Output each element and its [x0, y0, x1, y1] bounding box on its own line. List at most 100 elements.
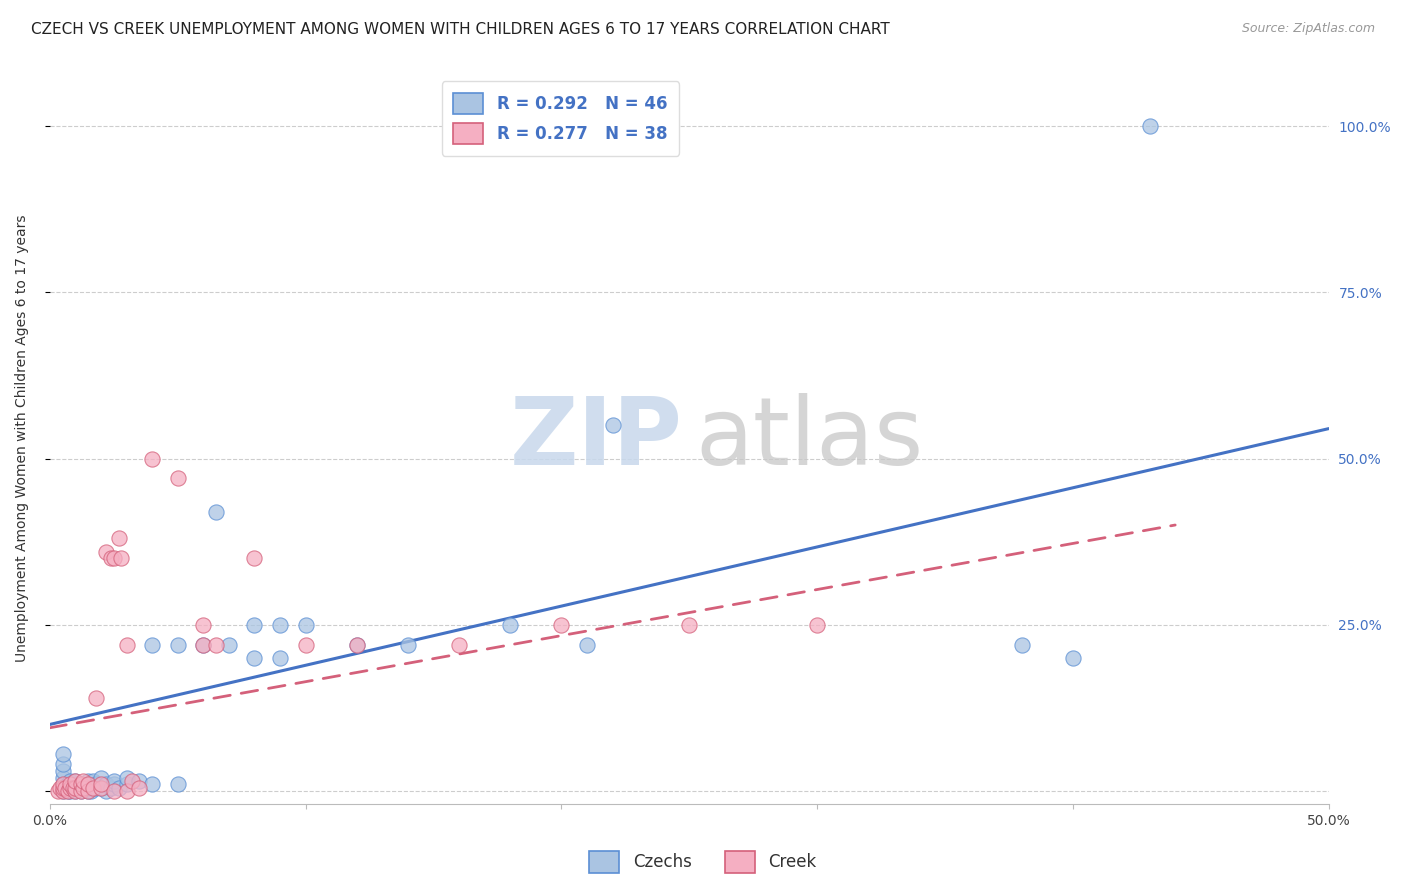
Point	[294, 617, 316, 632]
Point	[82, 774, 104, 789]
Point	[52, 780, 75, 795]
Point	[52, 764, 75, 778]
Point	[100, 551, 122, 566]
Point	[53, 780, 76, 795]
Point	[65, 780, 87, 795]
Point	[678, 617, 700, 632]
Point	[141, 451, 163, 466]
Point	[62, 777, 84, 791]
Point	[52, 784, 75, 798]
Point	[59, 777, 82, 791]
Point	[396, 638, 419, 652]
Point	[69, 784, 91, 798]
Point	[141, 638, 163, 652]
Point	[52, 747, 75, 762]
Point	[65, 774, 87, 789]
Point	[52, 777, 75, 791]
Point	[77, 777, 100, 791]
Point	[447, 638, 470, 652]
Point	[141, 777, 163, 791]
Point	[499, 617, 522, 632]
Text: Source: ZipAtlas.com: Source: ZipAtlas.com	[1241, 22, 1375, 36]
Point	[52, 777, 75, 791]
Point	[269, 651, 291, 665]
Legend: Czechs, Creek: Czechs, Creek	[582, 845, 824, 880]
Text: atlas: atlas	[696, 392, 924, 484]
Point	[52, 771, 75, 785]
Point	[90, 771, 112, 785]
Point	[243, 551, 266, 566]
Point	[100, 780, 122, 795]
Point	[94, 777, 117, 791]
Point	[294, 638, 316, 652]
Point	[62, 780, 84, 795]
Point	[56, 780, 79, 795]
Point	[269, 617, 291, 632]
Point	[346, 638, 368, 652]
Point	[52, 757, 75, 772]
Point	[72, 774, 94, 789]
Point	[193, 638, 215, 652]
Point	[49, 780, 72, 795]
Point	[52, 784, 75, 798]
Point	[575, 638, 598, 652]
Point	[121, 774, 143, 789]
Legend: R = 0.292   N = 46, R = 0.277   N = 38: R = 0.292 N = 46, R = 0.277 N = 38	[441, 81, 679, 156]
Point	[103, 784, 125, 798]
Point	[65, 784, 87, 798]
Point	[243, 617, 266, 632]
Y-axis label: Unemployment Among Women with Children Ages 6 to 17 years: Unemployment Among Women with Children A…	[15, 215, 30, 663]
Point	[115, 638, 138, 652]
Point	[77, 784, 100, 798]
Text: ZIP: ZIP	[510, 392, 683, 484]
Point	[65, 784, 87, 798]
Point	[82, 780, 104, 795]
Point	[1062, 651, 1084, 665]
Point	[346, 638, 368, 652]
Point	[84, 777, 107, 791]
Point	[84, 780, 107, 795]
Point	[69, 784, 91, 798]
Point	[550, 617, 572, 632]
Point	[52, 780, 75, 795]
Point	[205, 505, 228, 519]
Point	[65, 780, 87, 795]
Point	[90, 780, 112, 795]
Point	[243, 651, 266, 665]
Point	[56, 784, 79, 798]
Point	[59, 780, 82, 795]
Point	[115, 771, 138, 785]
Point	[205, 638, 228, 652]
Point	[56, 777, 79, 791]
Point	[80, 784, 103, 798]
Point	[103, 777, 125, 791]
Point	[77, 774, 100, 789]
Point	[193, 617, 215, 632]
Text: CZECH VS CREEK UNEMPLOYMENT AMONG WOMEN WITH CHILDREN AGES 6 TO 17 YEARS CORRELA: CZECH VS CREEK UNEMPLOYMENT AMONG WOMEN …	[31, 22, 890, 37]
Point	[1011, 638, 1033, 652]
Point	[90, 780, 112, 795]
Point	[103, 551, 125, 566]
Point	[77, 784, 100, 798]
Point	[90, 777, 112, 791]
Point	[115, 784, 138, 798]
Point	[59, 784, 82, 798]
Point	[62, 780, 84, 795]
Point	[80, 780, 103, 795]
Point	[193, 638, 215, 652]
Point	[59, 780, 82, 795]
Point	[1139, 119, 1161, 133]
Point	[56, 784, 79, 798]
Point	[46, 784, 69, 798]
Point	[166, 777, 188, 791]
Point	[128, 774, 150, 789]
Point	[166, 471, 188, 485]
Point	[77, 780, 100, 795]
Point	[110, 551, 132, 566]
Point	[128, 780, 150, 795]
Point	[65, 774, 87, 789]
Point	[103, 774, 125, 789]
Point	[59, 774, 82, 789]
Point	[77, 777, 100, 791]
Point	[602, 418, 624, 433]
